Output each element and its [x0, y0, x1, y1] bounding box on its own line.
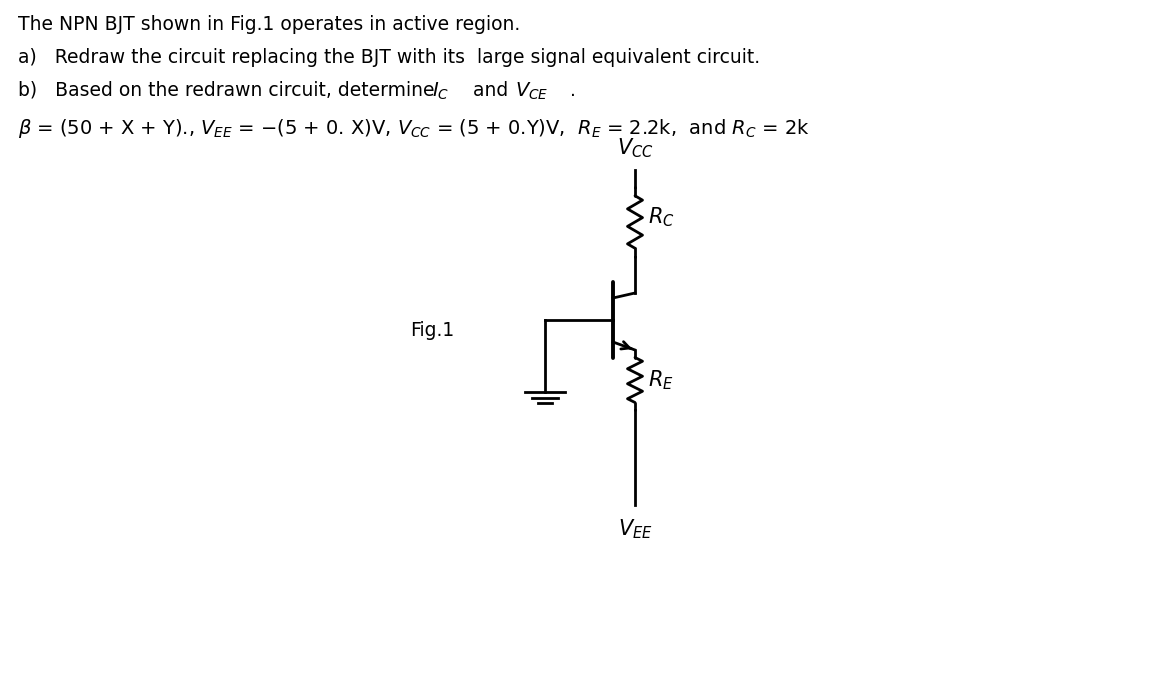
Text: a)   Redraw the circuit replacing the BJT with its  large signal equivalent circ: a) Redraw the circuit replacing the BJT … — [17, 48, 760, 67]
Text: $V_{CE}$: $V_{CE}$ — [515, 81, 548, 103]
Text: $V_{EE}$: $V_{EE}$ — [618, 517, 652, 541]
Text: $\beta$ = (50 + X + Y)., $V_{EE}$ = $-$(5 + 0. X)V, $V_{CC}$ = (5 + 0.Y)V,  $R_E: $\beta$ = (50 + X + Y)., $V_{EE}$ = $-$(… — [17, 117, 810, 140]
Text: and: and — [467, 81, 515, 100]
Text: .: . — [571, 81, 576, 100]
Text: Fig.1: Fig.1 — [410, 321, 454, 340]
Text: $I_C$: $I_C$ — [432, 81, 450, 103]
Text: $R_C$: $R_C$ — [648, 205, 675, 229]
Text: $V_{CC}$: $V_{CC}$ — [617, 136, 653, 160]
Text: The NPN BJT shown in Fig.1 operates in active region.: The NPN BJT shown in Fig.1 operates in a… — [17, 15, 521, 34]
Text: $R_E$: $R_E$ — [648, 368, 674, 391]
Text: b)   Based on the redrawn circuit, determine: b) Based on the redrawn circuit, determi… — [17, 81, 440, 100]
